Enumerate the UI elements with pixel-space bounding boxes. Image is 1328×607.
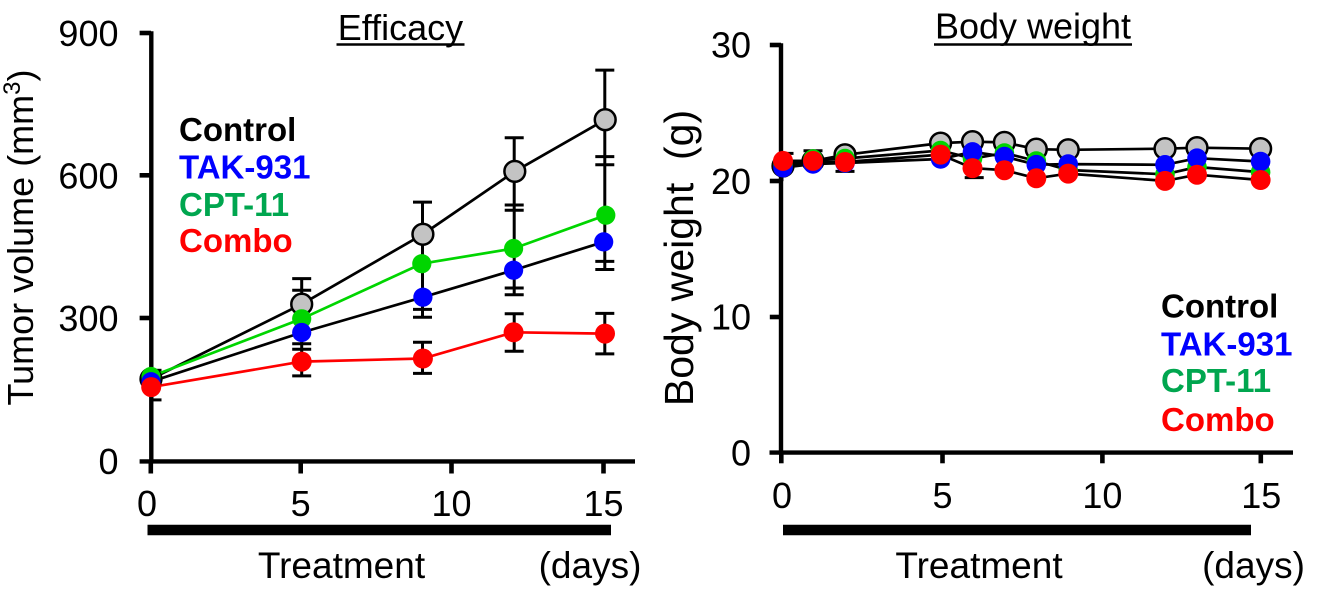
svg-text:CPT-11: CPT-11 — [1161, 362, 1271, 399]
svg-text:20: 20 — [711, 161, 751, 202]
svg-text:Combo: Combo — [179, 222, 293, 259]
svg-text:5: 5 — [291, 483, 311, 524]
svg-text:Control: Control — [179, 111, 296, 148]
svg-text:Treatment: Treatment — [258, 545, 426, 586]
svg-text:900: 900 — [58, 13, 118, 54]
svg-text:0: 0 — [772, 475, 792, 516]
svg-text:30: 30 — [711, 25, 751, 66]
svg-text:Combo: Combo — [1161, 401, 1275, 438]
svg-text:Body weight (g): Body weight (g) — [656, 110, 702, 406]
svg-text:0: 0 — [731, 433, 751, 474]
svg-text:CPT-11: CPT-11 — [179, 186, 289, 223]
svg-text:(days): (days) — [1202, 545, 1305, 586]
svg-text:Efficacy: Efficacy — [338, 7, 463, 48]
svg-text:15: 15 — [1241, 475, 1281, 516]
svg-text:Treatment: Treatment — [895, 545, 1063, 586]
svg-text:(days): (days) — [539, 545, 642, 586]
svg-text:600: 600 — [58, 155, 118, 196]
svg-text:300: 300 — [58, 298, 118, 339]
svg-text:TAK-931: TAK-931 — [179, 148, 310, 185]
svg-text:15: 15 — [583, 483, 623, 524]
svg-text:5: 5 — [932, 475, 952, 516]
svg-text:10: 10 — [1082, 475, 1122, 516]
svg-text:10: 10 — [711, 297, 751, 338]
svg-text:0: 0 — [137, 483, 157, 524]
svg-text:Control: Control — [1161, 288, 1278, 325]
svg-text:Body weight: Body weight — [935, 6, 1131, 47]
svg-text:Tumor volume (mm3): Tumor volume (mm3) — [0, 69, 41, 405]
svg-text:TAK-931: TAK-931 — [1161, 325, 1292, 362]
svg-text:10: 10 — [431, 483, 471, 524]
svg-text:0: 0 — [98, 441, 118, 482]
